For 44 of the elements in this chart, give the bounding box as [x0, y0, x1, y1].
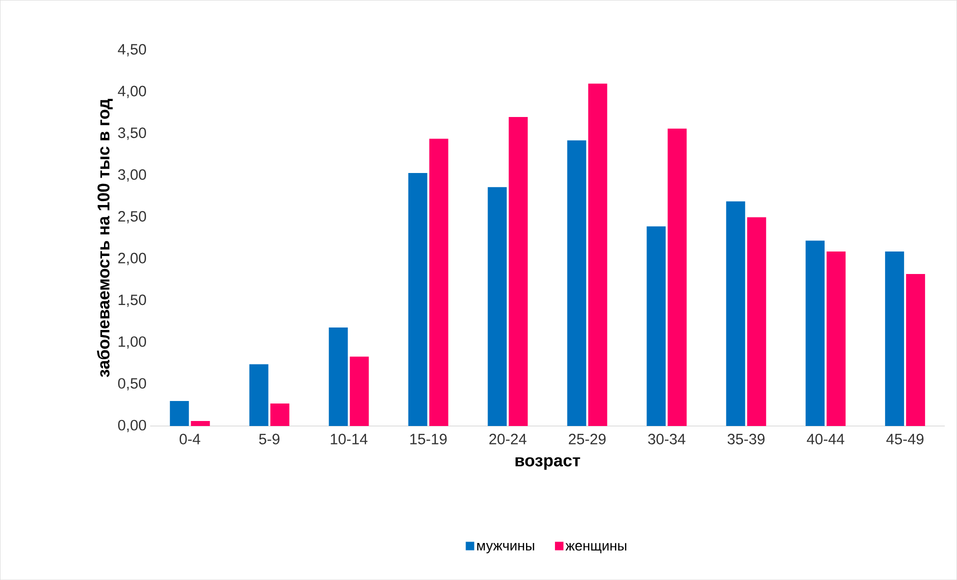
bar: [170, 400, 189, 426]
x-tick-label: 0-4: [180, 434, 200, 444]
bar: [826, 251, 846, 426]
x-tick-label: 25-29: [568, 434, 606, 444]
bar: [350, 356, 369, 426]
y-tick-label: 0,50: [118, 378, 146, 390]
bar: [567, 140, 586, 426]
x-tick-label: 30-34: [648, 434, 686, 444]
y-tick-label: 2,00: [118, 252, 146, 266]
x-axis-title: возраст: [516, 457, 580, 470]
y-tick-label: 1,00: [118, 336, 146, 349]
legend-label: женщины: [566, 542, 626, 554]
bar: [328, 327, 348, 426]
bar: [408, 172, 428, 426]
bar: [806, 240, 825, 426]
bar: [646, 226, 666, 426]
bar: [508, 116, 528, 426]
bar: [190, 420, 210, 426]
bar: [249, 364, 268, 426]
x-tick-label: 35-39: [728, 434, 765, 444]
y-tick-label: 3,00: [118, 169, 146, 182]
x-tick-label: 20-24: [489, 434, 526, 444]
x-tick-label: 5-9: [259, 434, 280, 444]
y-axis-title: заболеваемость на 100 тыс в год: [96, 98, 113, 378]
y-tick-label: 2,50: [118, 210, 146, 224]
x-tick-label: 45-49: [886, 434, 924, 444]
x-tick-label: 40-44: [806, 434, 844, 444]
x-tick-label: 10-14: [330, 434, 368, 444]
bar: [906, 274, 926, 426]
bar: [270, 403, 290, 426]
legend-label: мужчины: [477, 542, 534, 554]
y-tick-label: 1,50: [118, 294, 146, 307]
bar: [726, 201, 746, 426]
y-tick-label: 4,00: [118, 86, 146, 98]
bar: [588, 84, 608, 426]
x-tick-label: 15-19: [410, 434, 447, 444]
bar: [429, 138, 448, 426]
bar: [747, 217, 766, 426]
bar: [885, 251, 904, 426]
bar: [668, 128, 687, 426]
y-tick-label: 3,50: [118, 127, 146, 140]
y-tick-label: 0,00: [118, 420, 146, 432]
y-tick-label: 4,50: [118, 44, 146, 56]
bar: [488, 187, 507, 426]
